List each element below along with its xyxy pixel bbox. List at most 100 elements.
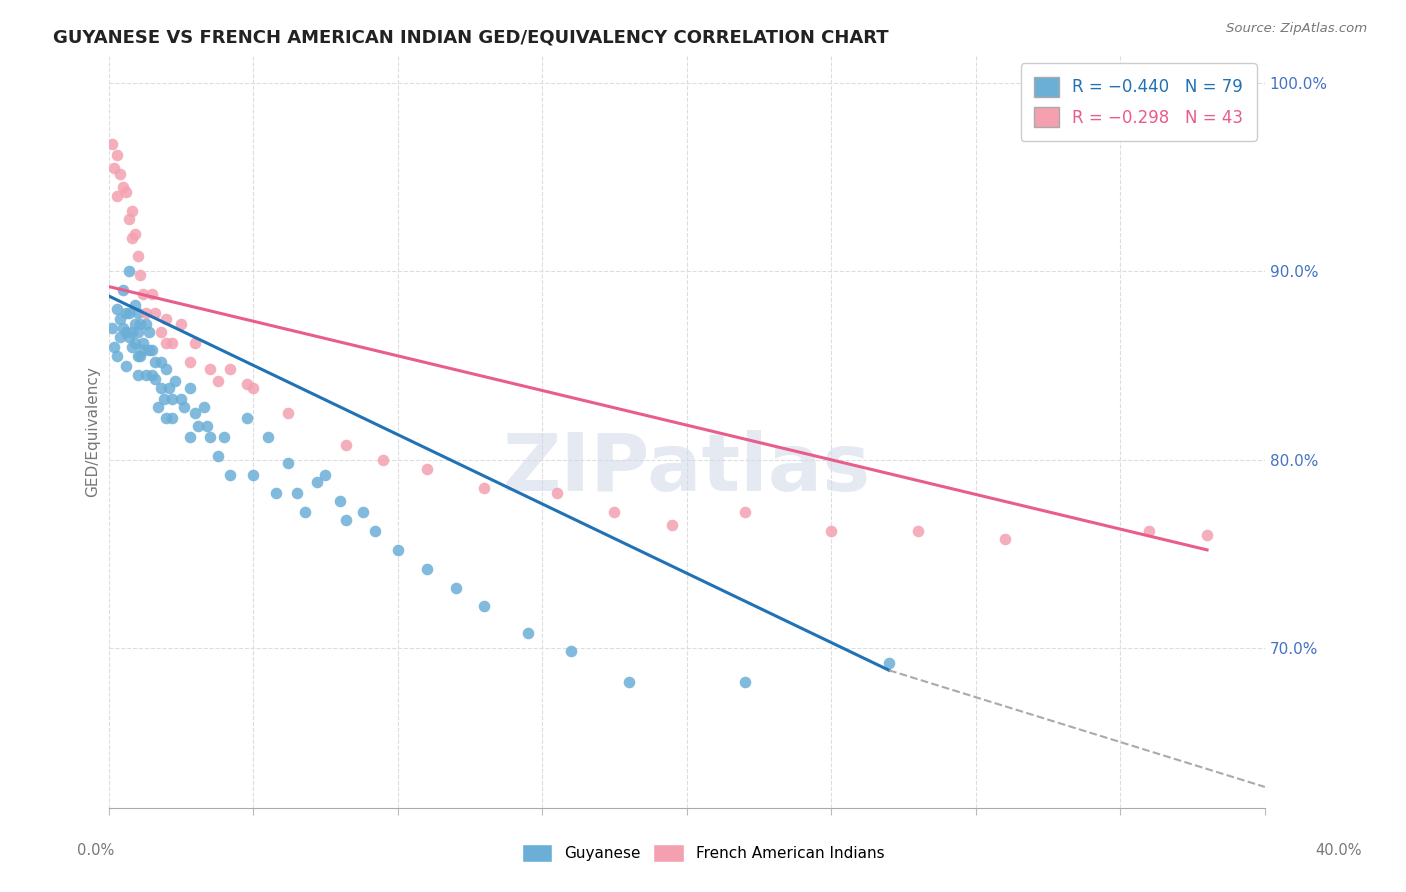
Point bbox=[474, 599, 496, 614]
Point bbox=[560, 644, 582, 658]
Y-axis label: GED/Equivalency: GED/Equivalency bbox=[86, 366, 100, 497]
Point bbox=[546, 486, 568, 500]
Point bbox=[115, 306, 138, 320]
Legend: Guyanese, French American Indians: Guyanese, French American Indians bbox=[516, 838, 890, 868]
Point bbox=[124, 317, 146, 331]
Point bbox=[236, 377, 259, 392]
Point bbox=[146, 400, 169, 414]
Point bbox=[236, 411, 259, 425]
Point bbox=[207, 449, 229, 463]
Point bbox=[277, 406, 299, 420]
Point bbox=[285, 486, 308, 500]
Point bbox=[242, 467, 264, 482]
Point bbox=[160, 411, 183, 425]
Point bbox=[149, 355, 172, 369]
Point bbox=[1197, 528, 1219, 542]
Point bbox=[138, 343, 160, 358]
Point bbox=[335, 513, 357, 527]
Point bbox=[195, 418, 218, 433]
Point bbox=[138, 325, 160, 339]
Point bbox=[103, 340, 125, 354]
Point bbox=[179, 355, 201, 369]
Point bbox=[207, 374, 229, 388]
Point bbox=[242, 381, 264, 395]
Point bbox=[118, 264, 141, 278]
Point bbox=[124, 298, 146, 312]
Point bbox=[143, 355, 166, 369]
Point bbox=[112, 321, 135, 335]
Point bbox=[877, 656, 900, 670]
Point bbox=[105, 349, 128, 363]
Point bbox=[160, 392, 183, 407]
Point bbox=[129, 268, 152, 283]
Text: 0.0%: 0.0% bbox=[77, 843, 114, 858]
Point bbox=[105, 189, 128, 203]
Point bbox=[165, 374, 187, 388]
Point bbox=[305, 475, 328, 490]
Point bbox=[155, 335, 177, 350]
Point bbox=[127, 368, 149, 382]
Point bbox=[108, 167, 131, 181]
Point bbox=[108, 330, 131, 344]
Point bbox=[121, 340, 143, 354]
Point bbox=[141, 343, 163, 358]
Point bbox=[103, 161, 125, 175]
Point bbox=[132, 343, 155, 358]
Point bbox=[179, 430, 201, 444]
Point bbox=[734, 674, 756, 689]
Point bbox=[132, 335, 155, 350]
Point bbox=[415, 562, 437, 576]
Point bbox=[129, 317, 152, 331]
Point bbox=[219, 467, 242, 482]
Point bbox=[135, 306, 157, 320]
Text: Source: ZipAtlas.com: Source: ZipAtlas.com bbox=[1226, 22, 1367, 36]
Point bbox=[118, 330, 141, 344]
Text: ZIPatlas: ZIPatlas bbox=[502, 430, 870, 508]
Point bbox=[294, 505, 316, 519]
Point bbox=[617, 674, 640, 689]
Point bbox=[170, 392, 193, 407]
Point bbox=[198, 430, 221, 444]
Point bbox=[124, 227, 146, 241]
Point bbox=[118, 306, 141, 320]
Point bbox=[329, 494, 352, 508]
Point bbox=[184, 406, 207, 420]
Point bbox=[193, 400, 215, 414]
Point bbox=[170, 317, 193, 331]
Point bbox=[143, 306, 166, 320]
Point bbox=[277, 456, 299, 470]
Point bbox=[141, 287, 163, 301]
Point bbox=[198, 362, 221, 376]
Point bbox=[160, 335, 183, 350]
Point bbox=[149, 381, 172, 395]
Point bbox=[124, 335, 146, 350]
Point bbox=[143, 372, 166, 386]
Point bbox=[373, 452, 395, 467]
Point bbox=[121, 204, 143, 219]
Point bbox=[105, 148, 128, 162]
Point bbox=[127, 249, 149, 263]
Point bbox=[127, 306, 149, 320]
Point bbox=[152, 392, 174, 407]
Text: GUYANESE VS FRENCH AMERICAN INDIAN GED/EQUIVALENCY CORRELATION CHART: GUYANESE VS FRENCH AMERICAN INDIAN GED/E… bbox=[53, 29, 889, 46]
Point bbox=[212, 430, 235, 444]
Point bbox=[474, 481, 496, 495]
Point bbox=[132, 287, 155, 301]
Point bbox=[135, 368, 157, 382]
Point bbox=[135, 317, 157, 331]
Point bbox=[256, 430, 278, 444]
Point bbox=[994, 532, 1017, 546]
Point bbox=[1137, 524, 1160, 538]
Point bbox=[335, 437, 357, 451]
Point bbox=[157, 381, 180, 395]
Point bbox=[121, 230, 143, 244]
Point bbox=[112, 179, 135, 194]
Point bbox=[603, 505, 626, 519]
Point bbox=[129, 349, 152, 363]
Point bbox=[266, 486, 288, 500]
Point bbox=[155, 411, 177, 425]
Point bbox=[155, 311, 177, 326]
Point bbox=[907, 524, 929, 538]
Point bbox=[127, 349, 149, 363]
Point bbox=[184, 335, 207, 350]
